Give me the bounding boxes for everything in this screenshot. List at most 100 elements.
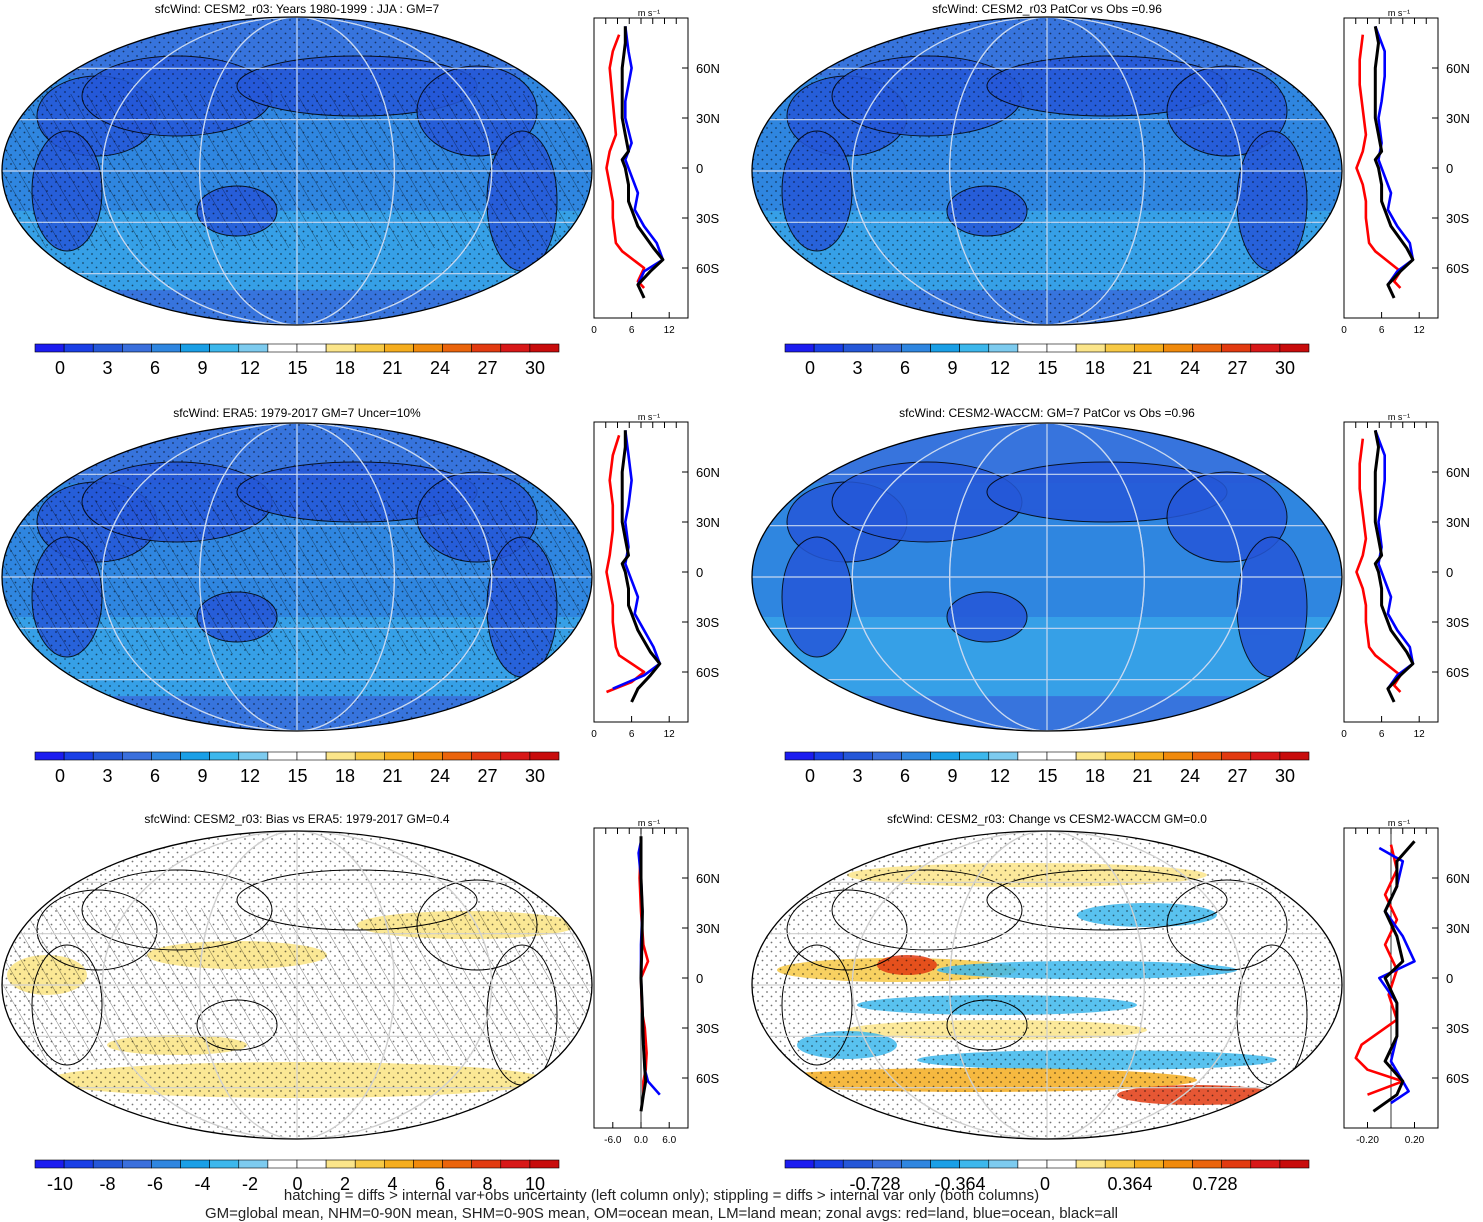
- colorbar-label: 24: [1180, 358, 1200, 378]
- colorbar-label: 6: [435, 1174, 445, 1194]
- colorbar-label: 18: [335, 766, 355, 786]
- latitude-label: 0: [1446, 971, 1453, 986]
- zonal-mean-panel: m s⁻¹ 60N 30N 0 30S 60S 0 6 12: [591, 8, 720, 336]
- colorbar-swatch: [413, 751, 443, 761]
- colorbar-swatch: [1279, 343, 1310, 353]
- colorbar-label: 2: [340, 1174, 350, 1194]
- latitude-label: 30N: [696, 111, 720, 126]
- colorbar-swatch: [238, 343, 269, 353]
- colorbar-swatch: [872, 343, 902, 353]
- colorbar-label: 9: [947, 358, 957, 378]
- latitude-label: 0: [1446, 565, 1453, 580]
- zonal-mean-panel: m s⁻¹ 60N 30N 0 30S 60S 0 6 12: [1341, 8, 1470, 336]
- colorbar-label: 6: [900, 358, 910, 378]
- colorbar-swatch: [325, 343, 356, 353]
- map-outline: [1, 16, 593, 326]
- colorbar-swatch: [1104, 751, 1135, 761]
- latitude-label: 30S: [1446, 211, 1469, 226]
- colorbar-swatch: [209, 751, 240, 761]
- colorbar-label: 0.728: [1192, 1174, 1237, 1194]
- colorbar-swatch: [1221, 751, 1252, 761]
- zonal-mean-panel: m s⁻¹ 60N 30N 0 30S 60S 0 6 12: [591, 412, 720, 740]
- colorbar-label: 0: [55, 358, 65, 378]
- colorbar-swatch: [1104, 343, 1135, 353]
- colorbar-swatch: [180, 1159, 210, 1169]
- panel-1: sfcWind: CESM2_r03: Years 1980-1999 : JJ…: [1, 2, 720, 378]
- colorbar-label: 15: [287, 766, 307, 786]
- colorbar-label: -0.728: [849, 1174, 900, 1194]
- zonal-mean-panel: m s⁻¹ 60N 30N 0 30S 60S 0 6 12: [1341, 412, 1470, 740]
- panel-title: sfcWind: CESM2_r03: Change vs CESM2-WACC…: [887, 812, 1207, 826]
- zonal-x-tick-label: 12: [664, 729, 676, 740]
- colorbar-swatch: [784, 751, 815, 761]
- zonal-x-tick-label: 12: [1414, 729, 1426, 740]
- latitude-label: 30N: [696, 515, 720, 530]
- latitude-label: 60S: [696, 261, 719, 276]
- colorbar-label: 18: [1085, 766, 1105, 786]
- colorbar: -10 -8 -6 -4 -2 0 2 4 6 8 10: [34, 1159, 560, 1194]
- colorbar-swatch: [122, 751, 152, 761]
- colorbar-swatch: [872, 1159, 902, 1169]
- colorbar-label: 3: [852, 766, 862, 786]
- zonal-x-tick-label: -0.20: [1356, 1135, 1379, 1146]
- colorbar-swatch: [209, 343, 240, 353]
- colorbar-swatch: [901, 343, 931, 353]
- zonal-x-tick-label: 12: [664, 325, 676, 336]
- colorbar-swatch: [442, 1159, 472, 1169]
- zonal-series-land: [1355, 438, 1402, 693]
- colorbar-label: 15: [1037, 358, 1057, 378]
- colorbar-swatch: [92, 1159, 123, 1169]
- colorbar-label: 27: [477, 358, 497, 378]
- colorbar-label: 0.364: [1107, 1174, 1152, 1194]
- zonal-unit-label: m s⁻¹: [638, 818, 660, 828]
- zonal-x-tick-label: 6: [629, 729, 635, 740]
- latitude-label: 60N: [1446, 465, 1470, 480]
- colorbar-swatch: [930, 1159, 960, 1169]
- colorbar-swatch: [238, 751, 269, 761]
- zonal-unit-label: m s⁻¹: [1388, 8, 1410, 18]
- colorbar-label: 6: [900, 766, 910, 786]
- colorbar-swatch: [296, 751, 327, 761]
- panel-title: sfcWind: ERA5: 1979-2017 GM=7 Uncer=10%: [173, 406, 421, 420]
- colorbar-swatch: [1017, 751, 1048, 761]
- colorbar-swatch: [1250, 343, 1281, 353]
- colorbar-swatch: [930, 751, 960, 761]
- colorbar-label: 27: [1227, 766, 1247, 786]
- colorbar-swatch: [901, 1159, 931, 1169]
- colorbar-label: 21: [1132, 766, 1152, 786]
- colorbar-swatch: [296, 1159, 327, 1169]
- colorbar-swatch: [1046, 343, 1077, 353]
- map-outline: [751, 16, 1343, 326]
- colorbar-swatch: [901, 751, 931, 761]
- panel-5: sfcWind: CESM2_r03: Bias vs ERA5: 1979-2…: [1, 812, 720, 1194]
- panel-2: sfcWind: CESM2_r03 PatCor vs Obs =0.96 0 3…: [751, 2, 1470, 378]
- colorbar-label: 30: [525, 358, 545, 378]
- colorbar-swatch: [1221, 1159, 1252, 1169]
- colorbar-label: 21: [1132, 358, 1152, 378]
- colorbar-label: 0: [805, 358, 815, 378]
- colorbar-label: 9: [197, 358, 207, 378]
- latitude-label: 60S: [1446, 261, 1469, 276]
- latitude-label: 30N: [1446, 921, 1470, 936]
- map-field: [2, 17, 592, 325]
- colorbar-swatch: [529, 1159, 560, 1169]
- colorbar-label: -8: [99, 1174, 115, 1194]
- colorbar-swatch: [384, 343, 414, 353]
- colorbar-label: 0: [1040, 1174, 1050, 1194]
- colorbar-swatch: [151, 343, 181, 353]
- zonal-x-tick-label: 0.20: [1405, 1135, 1425, 1146]
- colorbar-swatch: [34, 751, 65, 761]
- panel-title: sfcWind: CESM2-WACCM: GM=7 PatCor vs Obs…: [899, 406, 1195, 420]
- colorbar-swatch: [1134, 343, 1164, 353]
- colorbar-label: 9: [947, 766, 957, 786]
- colorbar-swatch: [1163, 751, 1193, 761]
- colorbar-label: 15: [287, 358, 307, 378]
- zonal-series-ocean: [612, 430, 662, 690]
- colorbar-label: 30: [1275, 358, 1295, 378]
- colorbar-label: 8: [482, 1174, 492, 1194]
- latitude-label: 30S: [1446, 1021, 1469, 1036]
- colorbar-label: 0: [805, 766, 815, 786]
- colorbar-swatch: [180, 343, 210, 353]
- zonal-x-tick-label: -6.0: [604, 1135, 622, 1146]
